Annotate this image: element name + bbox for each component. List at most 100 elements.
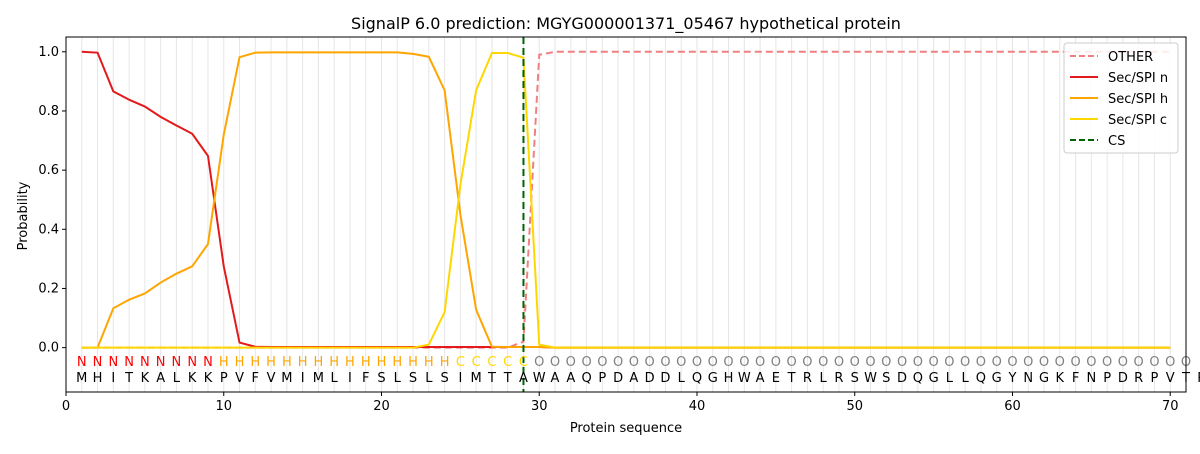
residue-letter: Q xyxy=(976,371,986,386)
residue-letter: W xyxy=(533,371,546,386)
region-label: H xyxy=(329,355,339,370)
series-line xyxy=(81,50,1171,349)
y-tick-label: 1.0 xyxy=(38,45,59,60)
region-label: O xyxy=(629,355,639,370)
series-line xyxy=(81,50,1171,349)
legend-label: CS xyxy=(1108,134,1125,149)
region-label: O xyxy=(581,355,591,370)
residue-letter: G xyxy=(929,371,939,386)
region-label: O xyxy=(723,355,733,370)
region-label: O xyxy=(944,355,954,370)
region-label: N xyxy=(93,355,103,370)
residue-letter: H xyxy=(724,371,734,386)
y-tick-label: 0.0 xyxy=(38,341,59,356)
region-label: O xyxy=(802,355,812,370)
x-axis-label: Protein sequence xyxy=(570,421,682,436)
region-label: H xyxy=(377,355,387,370)
residue-letter: L xyxy=(678,371,686,386)
residue-letter: D xyxy=(613,371,623,386)
residue-letter: A xyxy=(551,371,560,386)
region-label: H xyxy=(235,355,245,370)
residue-letter: P xyxy=(220,371,228,386)
region-label: N xyxy=(203,355,213,370)
region-label: O xyxy=(897,355,907,370)
residue-letter: L xyxy=(394,371,402,386)
region-label: O xyxy=(676,355,686,370)
residue-letter: A xyxy=(566,371,575,386)
region-label: O xyxy=(992,355,1002,370)
residue-letter: Y xyxy=(1008,371,1017,386)
region-label: O xyxy=(850,355,860,370)
legend-label: Sec/SPI n xyxy=(1108,71,1168,86)
residue-letter: A xyxy=(519,371,528,386)
y-tick-label: 0.8 xyxy=(38,104,59,119)
x-tick-label: 10 xyxy=(215,399,232,414)
residue-letter: N xyxy=(1086,371,1096,386)
legend-box xyxy=(1063,42,1179,154)
region-label: O xyxy=(739,355,749,370)
region-label: O xyxy=(913,355,923,370)
region-label: O xyxy=(645,355,655,370)
region-label: O xyxy=(960,355,970,370)
region-label: C xyxy=(456,355,465,370)
y-axis-label: Probability xyxy=(16,181,31,250)
region-label: O xyxy=(787,355,797,370)
residue-letter: T xyxy=(487,371,496,386)
x-tick-label: 50 xyxy=(846,399,863,414)
residue-labels: NMNHNINTNKNANLNKNKHPHVHFHVHMHIHMHLHIHFHS… xyxy=(76,355,1200,386)
x-tick-label: 60 xyxy=(1004,399,1021,414)
region-label: N xyxy=(156,355,166,370)
series-layer xyxy=(81,37,1171,392)
region-label: O xyxy=(1118,355,1128,370)
residue-letter: K xyxy=(204,371,213,386)
residue-letter: K xyxy=(141,371,150,386)
residue-letter: I xyxy=(111,371,115,386)
region-label: H xyxy=(345,355,355,370)
region-label: O xyxy=(1055,355,1065,370)
residue-letter: R xyxy=(803,371,812,386)
residue-letter: A xyxy=(156,371,165,386)
series-line xyxy=(81,51,1171,349)
series-line xyxy=(81,51,1171,349)
residue-letter: F xyxy=(362,371,369,386)
residue-letter: I xyxy=(458,371,462,386)
region-label: H xyxy=(314,355,324,370)
residue-letter: L xyxy=(820,371,828,386)
residue-letter: R xyxy=(834,371,843,386)
region-label: H xyxy=(392,355,402,370)
residue-letter: Q xyxy=(581,371,591,386)
residue-letter: S xyxy=(409,371,417,386)
residue-letter: E xyxy=(772,371,780,386)
region-label: C xyxy=(472,355,481,370)
region-label: O xyxy=(834,355,844,370)
region-label: C xyxy=(519,355,528,370)
region-label: O xyxy=(771,355,781,370)
region-label: O xyxy=(928,355,938,370)
x-tick-label: 40 xyxy=(689,399,706,414)
region-label: N xyxy=(187,355,197,370)
region-label: O xyxy=(550,355,560,370)
residue-letter: D xyxy=(645,371,655,386)
region-label: H xyxy=(298,355,308,370)
region-label: O xyxy=(613,355,623,370)
region-label: H xyxy=(408,355,418,370)
residue-letter: T xyxy=(503,371,512,386)
region-label: O xyxy=(692,355,702,370)
tick-layer: 0 10 20 30 40 50 60 70 0.0 0.2 0.4 0.6 0.8 1.0 xyxy=(38,45,1178,414)
region-label: O xyxy=(1007,355,1017,370)
region-label: O xyxy=(660,355,670,370)
residue-letter: S xyxy=(440,371,448,386)
region-label: O xyxy=(1102,355,1112,370)
region-label: O xyxy=(1039,355,1049,370)
residue-letter: I xyxy=(348,371,352,386)
residue-letter: T xyxy=(124,371,133,386)
residue-letter: A xyxy=(756,371,765,386)
residue-letter: P xyxy=(1151,371,1159,386)
chart-title: SignalP 6.0 prediction: MGYG000001371_05… xyxy=(351,14,901,34)
residue-letter: L xyxy=(946,371,954,386)
residue-letter: F xyxy=(1072,371,1079,386)
residue-letter: R xyxy=(1197,371,1200,386)
residue-letter: M xyxy=(471,371,482,386)
region-label: N xyxy=(140,355,150,370)
